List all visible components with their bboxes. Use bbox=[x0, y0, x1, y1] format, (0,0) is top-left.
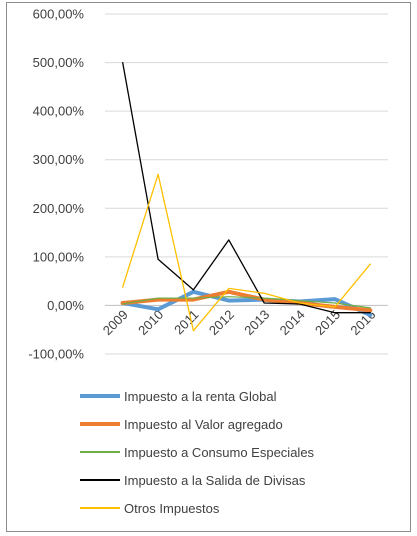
legend-item: Impuesto a Consumo Especiales bbox=[80, 442, 314, 462]
x-tick-label: 2010 bbox=[135, 307, 166, 338]
y-axis-tick-labels: 600,00% 500,00% 400,00% 300,00% 200,00% 100,0… bbox=[28, 7, 84, 362]
legend-item: Otros Impuestos bbox=[80, 498, 219, 518]
legend-swatch bbox=[80, 422, 120, 426]
legend-swatch bbox=[80, 451, 120, 453]
y-tick-label: 100,00% bbox=[33, 249, 85, 264]
y-tick-label: 500,00% bbox=[33, 55, 85, 70]
legend-swatch bbox=[80, 507, 120, 509]
series-line-5 bbox=[122, 173, 371, 332]
legend-label: Impuesto a la Salida de Divisas bbox=[124, 472, 306, 488]
legend-item: Impuesto al Valor agregado bbox=[80, 414, 283, 434]
gridlines bbox=[105, 13, 388, 355]
x-tick-label: 2013 bbox=[241, 307, 272, 338]
x-tick-label: 2014 bbox=[277, 307, 308, 338]
series-line-4 bbox=[122, 61, 371, 314]
y-tick-label: 300,00% bbox=[33, 152, 85, 167]
series-line-3 bbox=[122, 296, 371, 309]
legend-item: Impuesto a la Salida de Divisas bbox=[80, 470, 305, 490]
series-line-1 bbox=[120, 289, 373, 318]
y-tick-label: 600,00% bbox=[33, 7, 85, 22]
y-tick-label: 0,00% bbox=[47, 298, 84, 313]
legend-label: Impuesto a la renta Global bbox=[124, 388, 277, 404]
legend-swatch bbox=[80, 479, 120, 481]
y-tick-label: -100,00% bbox=[28, 347, 84, 362]
x-tick-label: 2012 bbox=[206, 307, 237, 338]
x-tick-label: 2011 bbox=[171, 307, 201, 337]
y-tick-label: 400,00% bbox=[33, 104, 85, 119]
x-tick-label: 2015 bbox=[312, 307, 343, 338]
x-tick-label: 2009 bbox=[100, 307, 131, 338]
legend-item: Impuesto a la renta Global bbox=[80, 386, 276, 406]
chart-frame bbox=[6, 2, 411, 532]
series-lines bbox=[120, 61, 373, 332]
x-axis-tick-labels: 2009 2010 2011 2012 2013 2014 2015 2016 bbox=[100, 307, 379, 338]
legend-label: Otros Impuestos bbox=[124, 500, 220, 516]
y-tick-label: 200,00% bbox=[33, 201, 85, 216]
legend-label: Impuesto a Consumo Especiales bbox=[124, 444, 315, 460]
legend-label: Impuesto al Valor agregado bbox=[124, 416, 283, 432]
legend-swatch bbox=[80, 394, 120, 398]
